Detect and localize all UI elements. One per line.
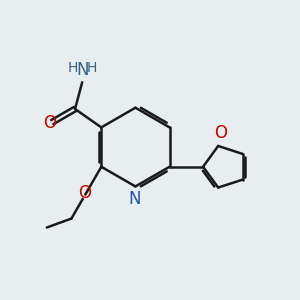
Text: O: O (214, 124, 227, 142)
Text: H: H (68, 61, 78, 75)
Text: N: N (76, 61, 88, 79)
Text: H: H (86, 61, 97, 75)
Text: O: O (78, 184, 91, 202)
Text: N: N (129, 190, 141, 208)
Text: O: O (43, 114, 56, 132)
